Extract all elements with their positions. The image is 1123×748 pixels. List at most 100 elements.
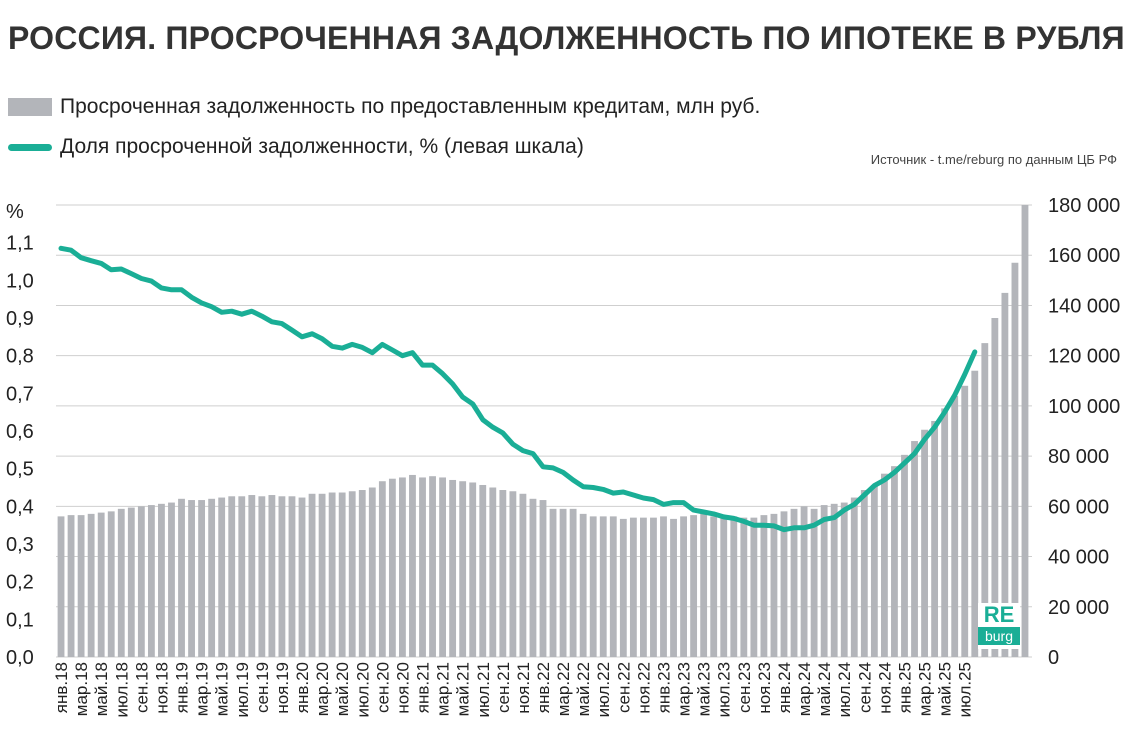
bar-mark (168, 502, 175, 657)
bar-mark (509, 491, 517, 657)
bar-mark (127, 507, 135, 657)
legend-item-bars: Просроченная задолженность по предоставл… (8, 95, 760, 119)
right-tick-label: 0 (1048, 647, 1059, 669)
bar-mark (991, 318, 999, 657)
bar-mark (107, 511, 115, 657)
bar-mark (579, 513, 587, 657)
x-tick-label: ноя.19 (273, 662, 292, 714)
x-tick-label: май.20 (333, 662, 352, 716)
x-tick-label: мар.25 (916, 662, 935, 716)
bar-mark (469, 482, 477, 657)
x-tick-label: май.21 (454, 662, 473, 716)
bar-mark (198, 500, 206, 657)
bar-mark (399, 477, 406, 657)
bar-mark (981, 343, 989, 657)
bar-mark (1021, 205, 1029, 657)
right-tick-label: 140 000 (1048, 295, 1120, 317)
bar-mark (660, 516, 667, 657)
share-line (58, 245, 978, 533)
x-tick-label: ноя.23 (755, 662, 774, 714)
x-tick-label: мар.24 (795, 662, 814, 716)
logo-re-text: RE (983, 602, 1015, 627)
x-tick-label: май.22 (574, 662, 593, 716)
x-tick-label: янв.24 (775, 662, 794, 713)
bar-mark (891, 466, 898, 657)
bar-mark (158, 503, 165, 657)
bar-mark (409, 474, 416, 657)
bar-mark (529, 498, 537, 657)
bar-mark (539, 500, 547, 657)
bar-mark (1001, 292, 1009, 657)
x-tick-label: сен.24 (855, 662, 874, 713)
bar-mark (740, 517, 748, 657)
x-tick-label: май.24 (815, 662, 834, 716)
bar-mark (308, 493, 316, 657)
bar-mark (629, 517, 637, 657)
bar-mark (429, 476, 436, 657)
legend-bars-label: Просроченная задолженность по предоставл… (60, 95, 761, 118)
x-tick-label: июл.18 (112, 662, 131, 717)
left-tick-label: 0,4 (6, 496, 34, 518)
bar-mark (378, 481, 386, 657)
bar-mark (941, 408, 949, 657)
bar-mark (770, 513, 778, 657)
bar-mark (439, 477, 447, 657)
x-tick-label: янв.23 (655, 662, 674, 713)
right-tick-label: 60 000 (1048, 496, 1109, 518)
logo-burg-text: burg (978, 627, 1020, 645)
bar-mark (549, 508, 557, 657)
left-axis: % 0,0 0,1 0,2 0,3 0,4 0,5 0,6 0,7 0,8 0,9 1,0 1,1 (6, 201, 34, 669)
bar-mark (348, 491, 356, 657)
left-tick-label: 0,3 (6, 534, 34, 556)
bar-mark (459, 481, 467, 657)
bar-mark (499, 490, 507, 657)
x-tick-label: янв.21 (414, 662, 433, 713)
bar-mark (780, 511, 788, 657)
bar-mark (248, 495, 256, 657)
right-tick-label: 80 000 (1048, 446, 1109, 468)
bar-mark (569, 508, 577, 657)
bar-mark (419, 477, 426, 657)
x-tick-label: сен.20 (373, 662, 392, 713)
bar-mark (328, 492, 336, 657)
right-tick-label: 160 000 (1048, 245, 1120, 267)
bar-mark (880, 473, 888, 657)
bar-mark (921, 429, 928, 657)
x-tick-label: июл.20 (353, 662, 372, 717)
bar-mark (650, 517, 657, 657)
bar-mark (830, 503, 838, 657)
line-series (58, 245, 978, 533)
bar-mark (97, 512, 105, 657)
x-tick-label: мар.22 (554, 662, 573, 716)
bar-mark (137, 506, 145, 657)
bar-mark (951, 395, 959, 657)
bar-mark (810, 508, 818, 657)
left-tick-label: 0,5 (6, 459, 34, 481)
legend-line-swatch (8, 143, 52, 151)
x-tick-label: июл.23 (715, 662, 734, 717)
x-tick-label: июл.22 (594, 662, 613, 717)
x-tick-label: янв.25 (896, 662, 915, 713)
bar-mark (720, 517, 728, 657)
x-tick-label: май.19 (213, 662, 232, 716)
left-tick-label: 0,2 (6, 572, 34, 594)
bar-mark (840, 502, 848, 657)
bar-mark (589, 516, 597, 657)
bar-mark (57, 516, 65, 657)
bar-mark (147, 505, 155, 657)
bar-mark (750, 517, 758, 657)
x-tick-label: янв.22 (534, 662, 553, 713)
x-tick-label: ноя.22 (634, 662, 653, 714)
bar-series (57, 205, 1029, 657)
bar-mark (288, 496, 296, 657)
bar-mark (710, 516, 718, 657)
bar-mark (850, 497, 858, 657)
bar-mark (358, 490, 366, 657)
left-tick-label: 0,6 (6, 421, 34, 443)
bar-mark (449, 479, 457, 657)
bar-mark (760, 515, 768, 657)
bar-mark (901, 454, 908, 657)
bar-mark (278, 496, 286, 657)
right-axis: 0 20 000 40 000 60 000 80 000 100 000 120 000 1… (1048, 195, 1120, 669)
bar-mark (188, 500, 195, 657)
